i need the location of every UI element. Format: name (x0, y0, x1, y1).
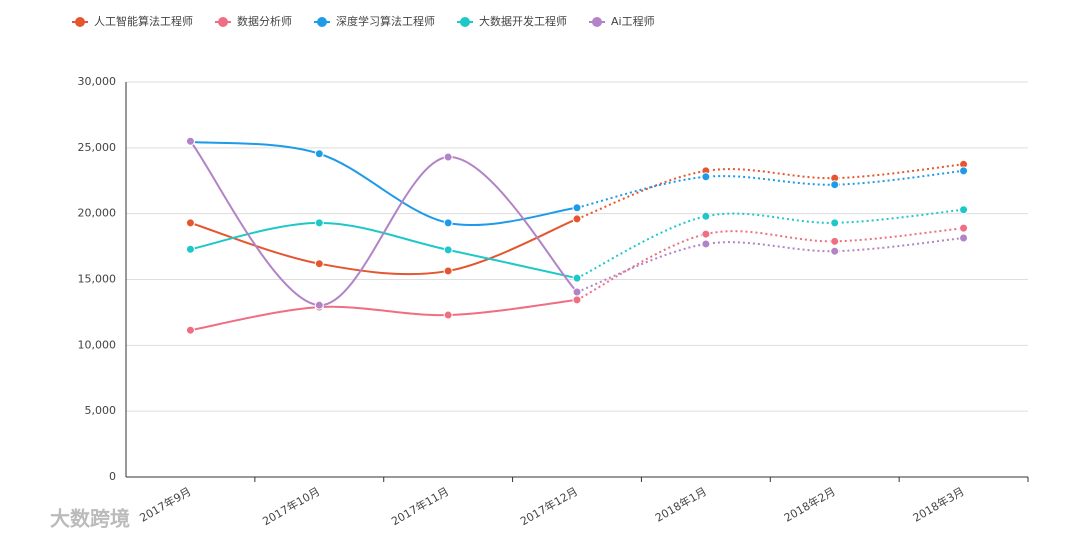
point (572, 214, 582, 224)
legend-marker (460, 17, 470, 27)
legend-marker (317, 17, 327, 27)
point (830, 180, 840, 190)
point (959, 166, 969, 176)
point (959, 223, 969, 233)
point (185, 244, 195, 254)
x-tick-label: 2017年10月 (260, 484, 322, 528)
y-tick-label: 30,000 (78, 75, 117, 88)
point (701, 172, 711, 182)
x-tick-label: 2018年2月 (781, 484, 837, 525)
legend-marker (218, 17, 228, 27)
point (185, 136, 195, 146)
point (572, 273, 582, 283)
y-tick-label: 15,000 (78, 273, 117, 286)
point (959, 233, 969, 243)
y-tick-label: 10,000 (78, 338, 117, 351)
y-tick-label: 5,000 (85, 404, 117, 417)
point (830, 236, 840, 246)
point (830, 218, 840, 228)
x-tick-label: 2018年3月 (910, 484, 966, 525)
legend-marker (75, 17, 85, 27)
point (185, 325, 195, 335)
point (443, 245, 453, 255)
series-line-dashed (576, 169, 964, 209)
point (314, 300, 324, 310)
point (443, 218, 453, 228)
point (701, 229, 711, 239)
point (959, 205, 969, 215)
x-tick-label: 2018年1月 (652, 484, 708, 525)
series-line-dashed (576, 227, 964, 301)
point (314, 259, 324, 269)
point (572, 295, 582, 305)
series-line (190, 298, 578, 332)
y-tick-label: 25,000 (78, 141, 117, 154)
point (443, 266, 453, 276)
point (314, 149, 324, 159)
legend-label: 深度学习算法工程师 (336, 14, 435, 28)
series-line-dashed (576, 163, 964, 220)
series-line (190, 140, 578, 227)
point (701, 211, 711, 221)
series-line (189, 140, 578, 307)
legend-label: 大数据开发工程师 (479, 14, 567, 28)
point (830, 246, 840, 256)
x-tick-label: 2017年11月 (389, 484, 451, 528)
legend-label: 数据分析师 (237, 14, 292, 28)
point (701, 239, 711, 249)
point (572, 203, 582, 213)
x-tick-label: 2017年12月 (518, 484, 580, 528)
series-line-dashed (576, 237, 964, 293)
point (185, 218, 195, 228)
legend-marker (592, 17, 602, 27)
source-mark: 大数跨境 (50, 507, 130, 531)
point (443, 152, 453, 162)
series-line-dashed (576, 208, 964, 280)
legend-label: Ai工程师 (611, 15, 655, 28)
y-tick-label: 0 (109, 470, 116, 483)
y-tick-label: 20,000 (78, 207, 117, 220)
legend-label: 人工智能算法工程师 (94, 14, 193, 28)
point (443, 310, 453, 320)
series-line (190, 218, 578, 276)
point (572, 287, 582, 297)
x-tick-label: 2017年9月 (137, 484, 193, 525)
point (314, 218, 324, 228)
